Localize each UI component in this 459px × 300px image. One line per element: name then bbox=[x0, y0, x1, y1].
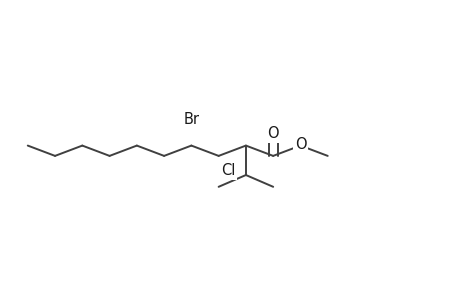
Text: Cl: Cl bbox=[221, 163, 235, 178]
Text: Br: Br bbox=[183, 112, 199, 127]
Text: O: O bbox=[294, 136, 306, 152]
Text: O: O bbox=[267, 126, 278, 141]
